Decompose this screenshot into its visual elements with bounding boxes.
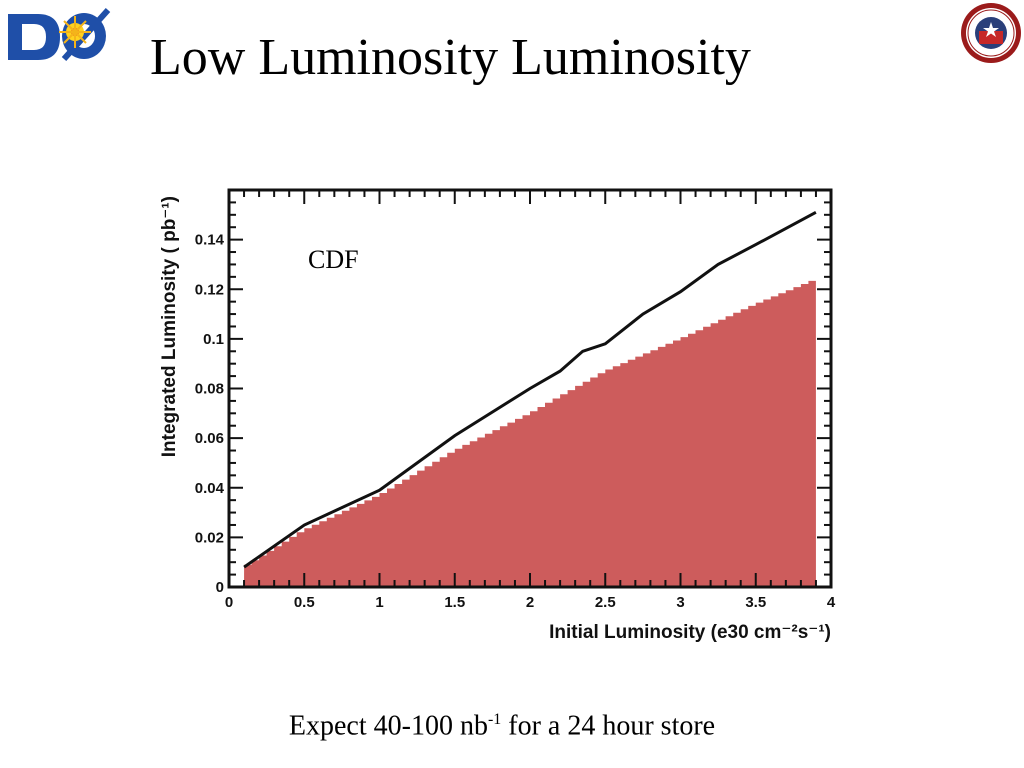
- y-tick-label: 0.08: [195, 381, 224, 398]
- integrated-luminosity-line: [243, 210, 817, 569]
- x-tick-label: 3: [676, 594, 684, 611]
- slide-caption: Expect 40-100 nb-1 for a 24 hour store: [0, 702, 1004, 744]
- x-tick-label: 0: [225, 594, 233, 611]
- x-tick-label: 3.5: [745, 594, 766, 611]
- caption-suffix: for a 24 hour store: [501, 710, 716, 742]
- x-tick-label: 1: [375, 594, 383, 611]
- caption-superscript: -1: [487, 711, 502, 728]
- y-tick-label: 0.02: [195, 529, 224, 546]
- y-axis-label: Integrated Luminosity ( pb⁻¹): [159, 196, 180, 457]
- y-tick-label: 0.1: [203, 331, 224, 348]
- university-seal-logo: [960, 2, 1022, 64]
- y-tick-label: 0.14: [195, 232, 225, 249]
- y-tick-label: 0: [216, 579, 224, 596]
- y-tick-label: 0.04: [195, 480, 225, 497]
- y-tick-label: 0.06: [195, 430, 224, 447]
- university-seal-graphic: [961, 3, 1021, 63]
- d0-logo: [4, 4, 112, 62]
- x-tick-label: 0.5: [294, 594, 315, 611]
- d0-logo-graphic: [8, 7, 111, 62]
- y-tick-label: 0.12: [195, 281, 224, 298]
- x-tick-label: 2.5: [595, 594, 616, 611]
- caption-prefix: Expect 40-100 nb: [288, 710, 488, 742]
- chart-annotation-cdf: CDF: [308, 245, 359, 274]
- x-tick-label: 4: [827, 594, 836, 611]
- plot-area: 0 0.5 1 1.5 2 2.5 3 3.5 4 0 0.02 0.04 0.06 0.08 0.1 0.1…: [159, 188, 836, 643]
- luminosity-chart: 0 0.5 1 1.5 2 2.5 3 3.5 4 0 0.02 0.04 0.06 0.08 0.1 0.1…: [159, 188, 836, 643]
- x-tick-label: 2: [526, 594, 534, 611]
- slide-title: Low Luminosity Luminosity: [150, 29, 751, 86]
- integrated-luminosity-fill-area: [244, 280, 816, 587]
- x-axis-label: Initial Luminosity (e30 cm⁻²s⁻¹): [549, 622, 831, 643]
- x-tick-label: 1.5: [444, 594, 465, 611]
